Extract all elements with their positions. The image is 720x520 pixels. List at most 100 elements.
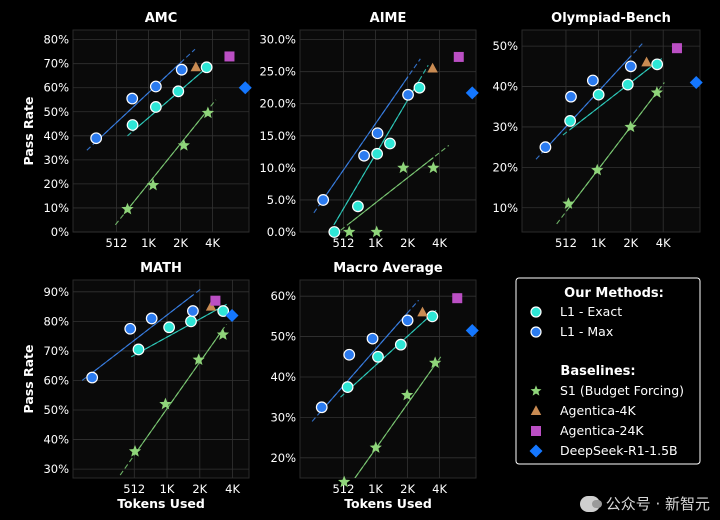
x-tick-label: 4K [656, 236, 671, 250]
x-tick-label: 1K [160, 482, 175, 496]
point-s1-budget-forcing [397, 161, 410, 174]
y-tick-label: 50% [270, 330, 296, 344]
point-l1-exact [651, 58, 664, 71]
trend-line-l1-max [95, 61, 183, 142]
plot-area [72, 29, 250, 233]
trend-line-s1-budget-forcing [348, 157, 434, 224]
chart-title: AIME [370, 11, 407, 26]
point-agentica-4k [205, 300, 217, 311]
y-tick-label: 40% [43, 129, 69, 143]
plot-area [299, 279, 477, 479]
y-tick-label: 90% [43, 285, 69, 299]
fit-lines [535, 41, 665, 225]
trend-line-l1-exact [569, 61, 658, 130]
legend: Our Methods: L1 - Exact L1 - Max Baselines:… [515, 277, 701, 465]
point-l1-max [366, 332, 379, 345]
x-tick-label: 2K [623, 236, 638, 250]
trend-line-l1-max [91, 294, 194, 374]
y-tick-label: 80% [43, 33, 69, 47]
chart-math: 30% 40% 50% 60% 70% 80% 90% 512 1K 2K 4K MATH Tokens… [21, 261, 250, 511]
point-l1-max [317, 194, 330, 206]
point-l1-exact [132, 343, 145, 356]
chart-title: AMC [145, 11, 178, 26]
y-tick-label: 30% [43, 462, 69, 476]
point-l1-exact [352, 200, 364, 213]
point-l1-exact [426, 310, 439, 323]
point-l1-max [149, 80, 162, 93]
y-tick-label: 20.0% [259, 97, 296, 111]
chart-macro: 20% 30% 40% 50% 60% 512 1K 2K 4K Macro Average Tok… [270, 261, 479, 511]
x-tick-label: 4K [432, 482, 447, 496]
legend-header-our-methods: Our Methods: [564, 286, 664, 301]
point-l1-max [586, 74, 599, 87]
point-deepseek-r1-1-5b [225, 308, 239, 322]
point-s1-budget-forcing [128, 444, 142, 457]
point-l1-exact [149, 101, 162, 113]
y-tick-label: 50% [492, 39, 518, 53]
x-tick-label: 1K [591, 236, 606, 250]
point-l1-exact [564, 114, 577, 127]
point-l1-exact [413, 81, 426, 94]
point-l1-exact [394, 338, 407, 351]
point-s1-budget-forcing [624, 120, 637, 133]
legend-label-agentica-24k: Agentica-24K [560, 423, 644, 438]
point-l1-max [126, 92, 139, 105]
legend-marker-l1-max [530, 326, 542, 338]
point-l1-max [539, 141, 552, 154]
chart-title: Olympiad-Bench [551, 11, 671, 26]
legend-marker-agentica-24k [531, 426, 541, 436]
y-tick-label: 5.0% [267, 193, 296, 207]
x-tick-label: 1K [141, 236, 156, 250]
y-tick-label: 25.0% [259, 65, 296, 79]
point-agentica-24k [452, 293, 463, 304]
point-l1-max [175, 63, 188, 76]
y-tick-label: 30.0% [259, 33, 296, 47]
x-tick-label: 1K [368, 236, 383, 250]
watermark-text: 公众号 · 新智元 [605, 495, 710, 513]
point-l1-max [401, 314, 414, 327]
y-tick-label: 80% [43, 314, 69, 328]
point-deepseek-r1-1-5b [465, 324, 479, 338]
point-s1-budget-forcing [591, 163, 604, 176]
chart-aime: 0.0% 5.0% 10.0% 15.0% 20.0% 25.0% 30.0% 512 1K 2K… [259, 11, 479, 250]
y-tick-label: 0% [51, 225, 69, 239]
point-l1-max [343, 348, 356, 361]
point-s1-budget-forcing [146, 178, 160, 191]
y-tick-label: 40% [43, 433, 69, 447]
y-tick-label: 60% [43, 373, 69, 387]
plot-area [521, 29, 701, 233]
point-s1-budget-forcing [201, 106, 215, 119]
legend-box [515, 277, 701, 465]
point-deepseek-r1-1-5b [238, 81, 252, 95]
point-l1-max [187, 305, 199, 317]
point-l1-exact [621, 78, 634, 91]
wechat-icon [579, 495, 602, 512]
point-s1-budget-forcing [370, 225, 383, 238]
fit-lines [81, 288, 229, 476]
point-l1-max [624, 60, 637, 73]
x-tick-label: 2K [173, 236, 188, 250]
legend-label-l1-exact: L1 - Exact [560, 304, 622, 319]
point-s1-budget-forcing [338, 475, 351, 488]
point-s1-budget-forcing [121, 202, 134, 215]
legend-label-deepseek-r1-1-5b: DeepSeek-R1-1.5B [560, 443, 678, 458]
trend-line-l1-max [321, 312, 409, 411]
trend-line-l1-max [545, 55, 632, 150]
legend-marker-agentica-4k [530, 405, 542, 415]
point-s1-budget-forcing [159, 397, 172, 410]
point-l1-max [86, 371, 99, 384]
y-tick-label: 50% [43, 105, 69, 119]
legend-label-agentica-4k: Agentica-4K [560, 403, 636, 418]
point-l1-max [124, 322, 137, 335]
point-l1-max [358, 149, 370, 162]
x-tick-label: 512 [332, 236, 354, 250]
trend-line-l1-exact [132, 67, 207, 132]
point-l1-exact [200, 61, 213, 74]
point-l1-exact [163, 321, 176, 334]
y-tick-label: 10% [43, 201, 69, 215]
fit-lines [86, 48, 217, 226]
x-tick-label: 512 [555, 236, 577, 250]
x-tick-label: 2K [400, 236, 415, 250]
y-tick-label: 10.0% [259, 161, 296, 175]
chart-title: Macro Average [333, 261, 443, 276]
